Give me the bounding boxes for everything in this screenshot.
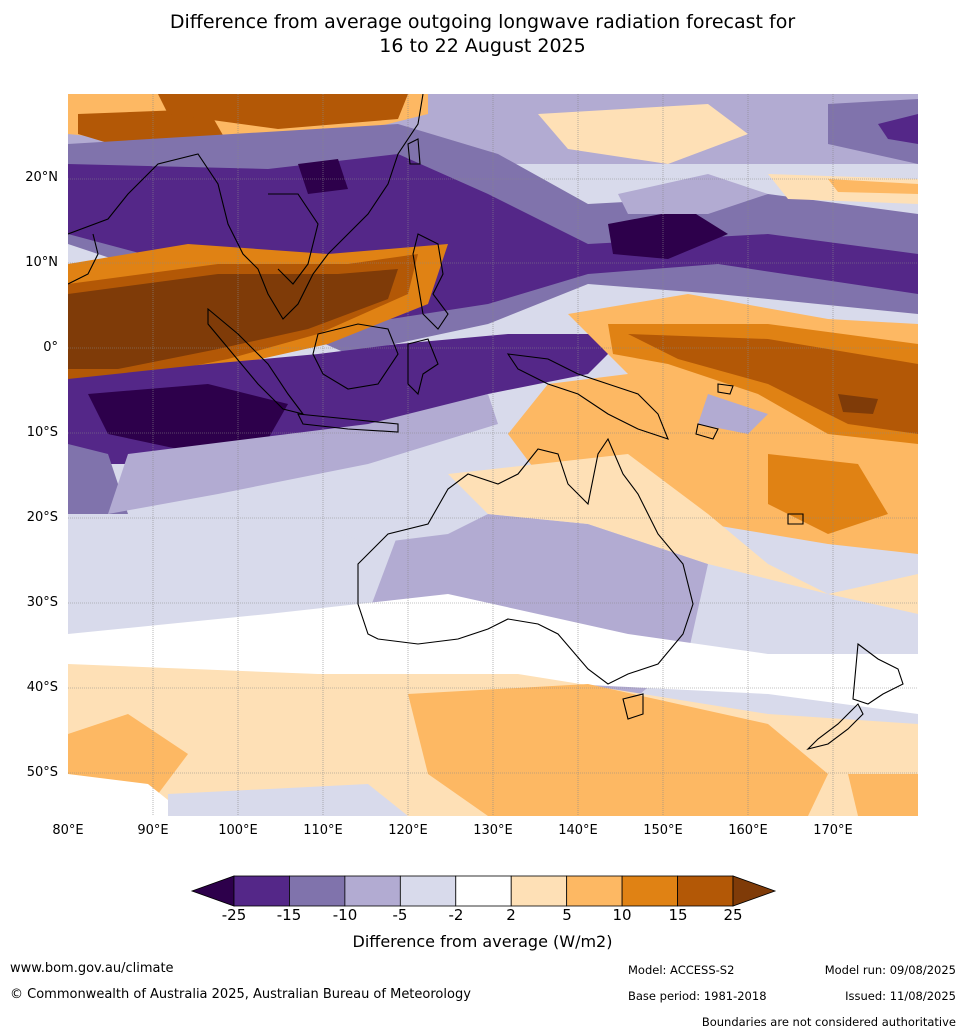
footer-disclaimer: Boundaries are not considered authoritat…: [701, 1015, 956, 1029]
lon-label-140e: 140°E: [558, 823, 598, 838]
olr-anomaly-map: [68, 94, 918, 816]
indochina-coastline: [268, 193, 319, 285]
colorbar-swatch: [233, 875, 290, 907]
java-coastline: [297, 413, 399, 433]
map-title: Difference from average outgoing longwav…: [0, 10, 965, 58]
asia-mainland-coastline: [68, 94, 424, 320]
new-guinea-coastline: [506, 353, 669, 440]
colorbar-swatch: [677, 875, 734, 907]
footer-copyright: © Commonwealth of Australia 2025, Austra…: [10, 987, 471, 1002]
colorbar-tick: 2: [506, 906, 516, 924]
sulawesi-coastline: [407, 338, 439, 396]
colorbar-tick: 25: [723, 906, 743, 924]
lat-label-0: 0°: [43, 340, 58, 355]
footer-issued: Issued: 11/08/2025: [845, 989, 956, 1003]
footer-url: www.bom.gov.au/climate: [10, 961, 174, 976]
new-zealand-south-coastline: [806, 703, 864, 751]
colorbar-extend-low: [190, 875, 235, 907]
graticule: [68, 94, 918, 816]
colorbar-swatch: [399, 875, 457, 907]
footer-base-period: Base period: 1981-2018: [628, 989, 767, 1003]
colorbar-tick: -15: [276, 906, 302, 924]
colorbar-swatch: [455, 875, 512, 907]
lat-label-20s: 20°S: [26, 510, 58, 525]
title-line-2: 16 to 22 August 2025: [379, 35, 586, 57]
lat-label-30s: 30°S: [26, 595, 58, 610]
borneo-coastline: [312, 323, 399, 390]
colorbar-swatch: [344, 875, 401, 907]
lat-label-10n: 10°N: [25, 255, 58, 270]
footer-model-run: Model run: 09/08/2025: [824, 963, 956, 977]
new-zealand-coastline: [852, 642, 904, 705]
lon-label-90e: 90°E: [137, 823, 169, 838]
colorbar-tick: 15: [668, 906, 688, 924]
map-svg: [68, 94, 918, 816]
lon-label-130e: 130°E: [473, 823, 513, 838]
colorbar-extend-high: [732, 875, 777, 907]
lat-label-40s: 40°S: [26, 680, 58, 695]
coastlines: [68, 94, 904, 751]
philippines-coastline: [412, 233, 449, 330]
lon-label-150e: 150°E: [643, 823, 683, 838]
colorbar-swatch: [621, 875, 678, 907]
sumatra-coastline: [207, 307, 305, 415]
colorbar-tick: 10: [612, 906, 632, 924]
colorbar-tick: -2: [448, 906, 464, 924]
lon-label-100e: 100°E: [218, 823, 258, 838]
lon-label-80e: 80°E: [52, 823, 84, 838]
taiwan-coastline: [407, 138, 421, 165]
colorbar-swatch: [289, 875, 346, 907]
lon-label-120e: 120°E: [388, 823, 428, 838]
lat-label-10s: 10°S: [26, 425, 58, 440]
colorbar-tick: -25: [221, 906, 247, 924]
lon-label-170e: 170°E: [813, 823, 853, 838]
tasmania-coastline: [622, 693, 644, 720]
lon-label-160e: 160°E: [728, 823, 768, 838]
lon-label-110e: 110°E: [303, 823, 343, 838]
colorbar-label: Difference from average (W/m2): [352, 932, 613, 951]
colorbar-swatch: [566, 875, 623, 907]
colorbar-tick: -10: [332, 906, 358, 924]
india-coastline: [68, 233, 99, 285]
australia-coastline: [357, 437, 694, 685]
colorbar: [190, 875, 777, 907]
footer-model: Model: ACCESS-S2: [628, 963, 735, 977]
colorbar-swatch: [510, 875, 568, 907]
lat-label-50s: 50°S: [26, 765, 58, 780]
colorbar-tick: 5: [562, 906, 572, 924]
title-line-1: Difference from average outgoing longwav…: [169, 11, 796, 33]
colorbar-tick: -5: [392, 906, 408, 924]
lat-label-20n: 20°N: [25, 170, 58, 185]
